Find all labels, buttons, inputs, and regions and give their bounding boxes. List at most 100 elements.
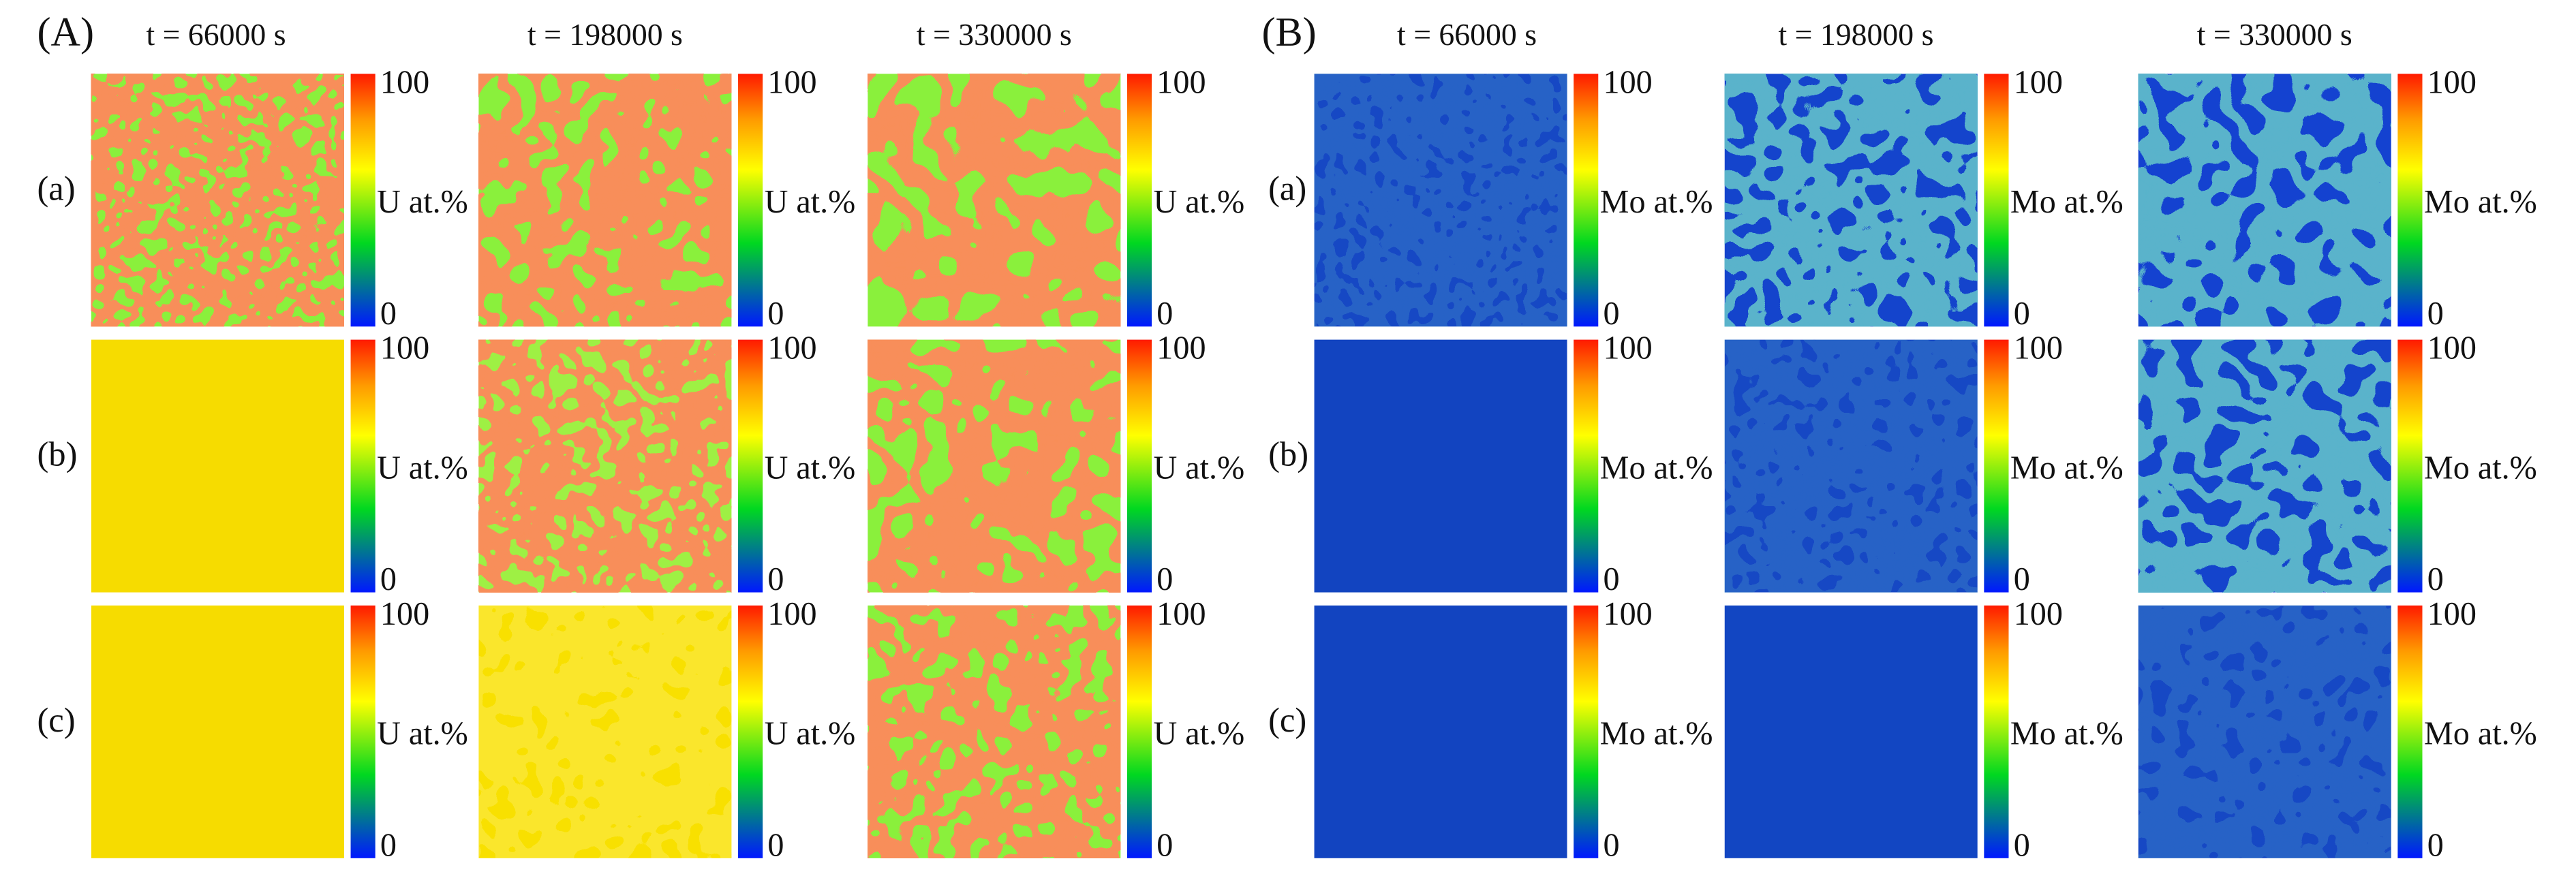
field-map: [1314, 339, 1567, 593]
field-pattern: [868, 605, 1121, 858]
row-label: (c): [1268, 701, 1306, 739]
colorbar-min: 0: [767, 827, 784, 863]
colorbar-label: U at.%: [377, 450, 468, 486]
colorbar-label: Mo at.%: [1600, 184, 1713, 220]
field-pattern: [2138, 339, 2391, 593]
colorbar-min: 0: [1156, 296, 1173, 332]
colorbar-max: 100: [1603, 596, 1652, 632]
colorbar-label: U at.%: [765, 716, 856, 752]
colorbar-max: 100: [2014, 596, 2063, 632]
colorbar-max: 100: [380, 330, 429, 366]
time-label: t = 66000 s: [1397, 17, 1537, 52]
colorbar-label: Mo at.%: [1600, 716, 1713, 752]
colorbar-max: 100: [2427, 64, 2477, 100]
colorbar: [738, 74, 763, 327]
field-map: [1724, 605, 1978, 858]
colorbar-label: U at.%: [765, 450, 856, 486]
field-pattern: [478, 339, 732, 593]
colorbar: [1984, 74, 2009, 327]
colorbar: [350, 339, 375, 593]
colorbar-label: Mo at.%: [2010, 716, 2123, 752]
colorbar-min: 0: [2014, 827, 2030, 863]
colorbar-label: U at.%: [1153, 450, 1244, 486]
colorbar: [1126, 339, 1152, 593]
colorbar: [1126, 605, 1152, 858]
colorbar: [1574, 74, 1599, 327]
colorbar-label: Mo at.%: [2424, 716, 2537, 752]
colorbar: [350, 74, 375, 327]
colorbar-max: 100: [1156, 64, 1206, 100]
field-pattern: [91, 74, 344, 327]
colorbar-max: 100: [767, 64, 816, 100]
colorbar-max: 100: [1156, 330, 1206, 366]
colorbar: [2397, 605, 2423, 858]
colorbar-min: 0: [767, 296, 784, 332]
colorbar-min: 0: [2427, 827, 2444, 863]
colorbar-max: 100: [2427, 596, 2477, 632]
colorbar-max: 100: [1156, 596, 1206, 632]
colorbar-label: U at.%: [377, 184, 468, 220]
colorbar-label: Mo at.%: [2424, 184, 2537, 220]
colorbar-max: 100: [1603, 64, 1652, 100]
colorbar-label: U at.%: [1153, 716, 1244, 752]
colorbar-min: 0: [2427, 296, 2444, 332]
field-pattern: [868, 339, 1121, 593]
field-pattern: [478, 605, 732, 858]
colorbar: [1574, 605, 1599, 858]
field-pattern: [868, 74, 1121, 327]
colorbar: [738, 605, 763, 858]
field-pattern: [2138, 74, 2391, 327]
colorbar-max: 100: [380, 596, 429, 632]
colorbar-max: 100: [1603, 330, 1652, 366]
panel-label: (A): [37, 10, 94, 55]
colorbar-min: 0: [380, 296, 397, 332]
field-map: [1314, 605, 1567, 858]
colorbar-min: 0: [1156, 561, 1173, 597]
colorbar-max: 100: [2014, 64, 2063, 100]
colorbar: [2397, 74, 2423, 327]
row-label: (c): [37, 701, 75, 739]
colorbar: [1984, 605, 2009, 858]
row-label: (a): [1268, 169, 1306, 207]
colorbar-label: Mo at.%: [2424, 450, 2537, 486]
colorbar-label: Mo at.%: [1600, 450, 1713, 486]
row-label: (b): [1268, 435, 1308, 473]
colorbar: [738, 339, 763, 593]
colorbar-min: 0: [1156, 827, 1173, 863]
colorbar-min: 0: [2014, 296, 2030, 332]
colorbar-min: 0: [1603, 296, 1619, 332]
colorbar-min: 0: [2014, 561, 2030, 597]
colorbar-label: U at.%: [1153, 184, 1244, 220]
colorbar-label: Mo at.%: [2010, 184, 2123, 220]
colorbar-max: 100: [2014, 330, 2063, 366]
field-pattern: [1314, 74, 1567, 327]
field-map: [91, 605, 344, 858]
colorbar-min: 0: [380, 827, 397, 863]
row-label: (b): [37, 435, 77, 473]
colorbar-max: 100: [380, 64, 429, 100]
field-pattern: [478, 74, 732, 327]
colorbar-label: U at.%: [377, 716, 468, 752]
colorbar-min: 0: [767, 561, 784, 597]
field-pattern: [1724, 74, 1978, 327]
field-map: [91, 339, 344, 593]
time-label: t = 330000 s: [2197, 17, 2352, 52]
colorbar-min: 0: [1603, 561, 1619, 597]
colorbar: [1984, 339, 2009, 593]
colorbar-label: Mo at.%: [2010, 450, 2123, 486]
colorbar-min: 0: [2427, 561, 2444, 597]
colorbar-min: 0: [1603, 827, 1619, 863]
field-pattern: [1724, 339, 1978, 593]
colorbar: [1574, 339, 1599, 593]
colorbar-max: 100: [767, 596, 816, 632]
time-label: t = 66000 s: [147, 17, 286, 52]
colorbar-max: 100: [2427, 330, 2477, 366]
time-label: t = 198000 s: [1779, 17, 1934, 52]
colorbar: [1126, 74, 1152, 327]
colorbar: [2397, 339, 2423, 593]
panel-label: (B): [1261, 10, 1316, 55]
time-label: t = 198000 s: [527, 17, 683, 52]
colorbar: [350, 605, 375, 858]
colorbar-min: 0: [380, 561, 397, 597]
